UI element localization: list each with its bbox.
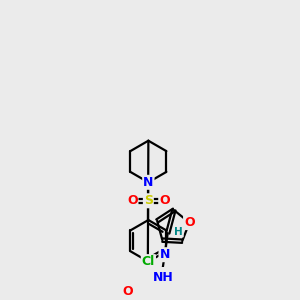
Text: O: O xyxy=(184,216,195,229)
Text: N: N xyxy=(160,248,170,261)
Text: H: H xyxy=(174,226,183,237)
Text: O: O xyxy=(159,194,170,207)
Text: O: O xyxy=(122,285,133,298)
Text: N: N xyxy=(143,176,154,189)
Text: S: S xyxy=(144,194,153,207)
Text: NH: NH xyxy=(153,271,173,284)
Text: O: O xyxy=(127,194,137,207)
Text: Cl: Cl xyxy=(142,255,155,268)
